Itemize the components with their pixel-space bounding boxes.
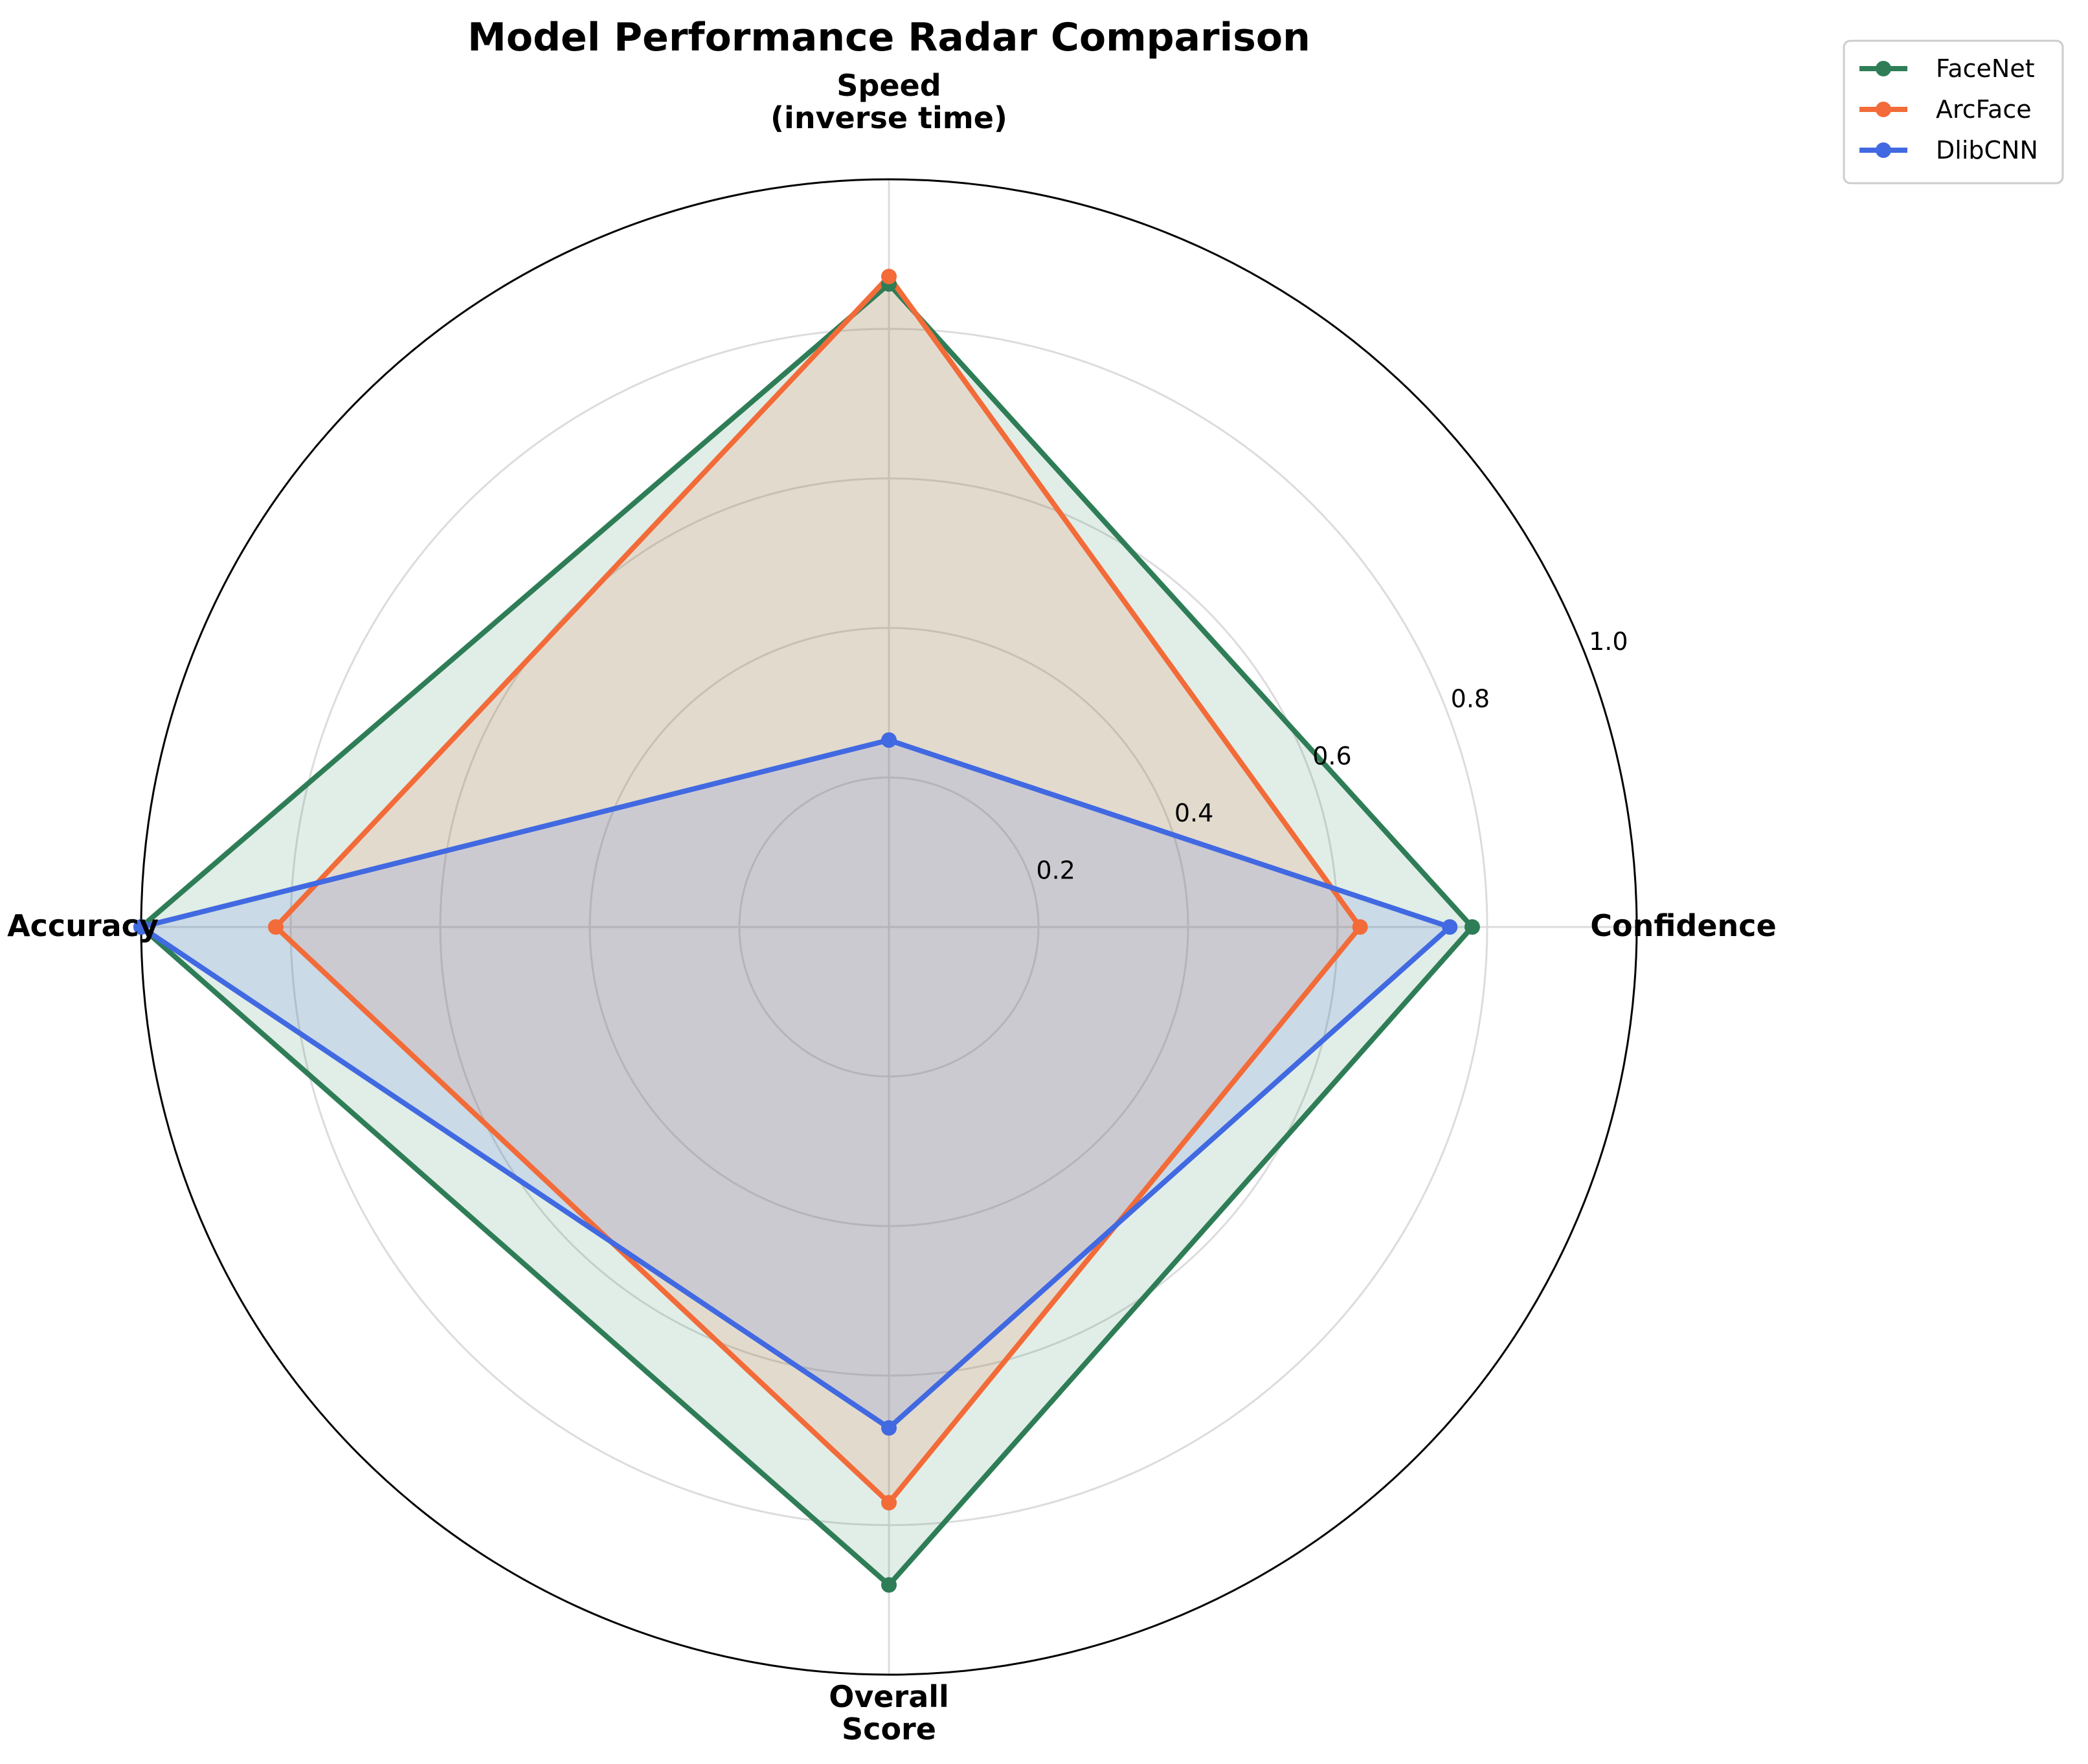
data-point-dlibcnn [881,732,897,748]
axis-label: Speed (inverse time) [770,68,1007,135]
data-point-dlibcnn [881,1420,897,1436]
axis-labels: Confidence Speed (inverse time) Accuracy Ove… [7,68,1777,1747]
axis-label-line: Overall [829,1679,949,1714]
radial-tick-label: 0.6 [1312,742,1351,770]
series-fill-dlibcnn [141,740,1450,1428]
data-point-dlibcnn [133,919,149,935]
radial-tick-labels: 0.2 0.4 0.6 0.8 1.0 [1036,627,1628,885]
series-fill-arcface [275,276,1360,1503]
axis-label-line: (inverse time) [770,100,1007,135]
data-point-facenet [1464,919,1480,935]
legend-swatch-marker [1876,142,1891,158]
legend-label: DlibCNN [1936,136,2038,164]
axis-label-line: Score [842,1712,936,1747]
data-point-arcface [881,269,897,285]
data-point-dlibcnn [1442,919,1458,935]
legend-label: ArcFace [1936,95,2032,124]
data-point-arcface [881,1495,897,1511]
axis-label-line: Speed [836,68,941,103]
axis-label-line: Accuracy [7,908,159,943]
legend-label: FaceNet [1936,54,2035,83]
data-point-facenet [881,1577,897,1593]
chart-title: Model Performance Radar Comparison [467,15,1310,60]
legend-swatch-marker [1876,61,1891,76]
series-points [133,269,1480,1593]
axis-label: Accuracy [7,908,159,943]
axis-label: Overall Score [829,1679,949,1747]
legend: FaceNet ArcFace DlibCNN [1843,39,2064,184]
radial-tick-label: 0.8 [1451,684,1490,713]
radar-grid [140,178,1638,1676]
data-point-arcface [1352,919,1368,935]
series-fill-facenet [141,284,1472,1585]
axis-label-line: Confidence [1590,908,1777,943]
series-fills [141,276,1472,1585]
radial-tick-label: 0.4 [1174,799,1213,827]
axis-label: Confidence [1590,908,1777,943]
radial-tick-label: 1.0 [1589,627,1628,656]
legend-swatch-marker [1876,102,1891,117]
data-point-arcface [267,919,284,935]
radial-tick-label: 0.2 [1036,856,1075,885]
